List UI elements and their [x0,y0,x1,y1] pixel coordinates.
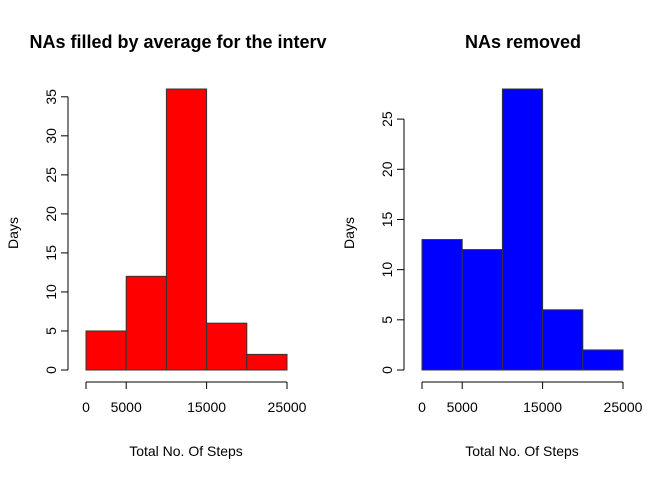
panel-na-filled: NAs filled by average for the interv Tot… [5,32,327,459]
x-axis: 0 5000 15000 25000 [418,381,643,415]
histogram-bar [421,239,463,371]
y-tick-label: 35 [43,89,59,105]
histogram-bar [125,275,167,371]
y-axis: 0 5 10 15 20 25 [379,111,405,374]
y-tick-label: 0 [379,366,395,374]
y-tick-label: 15 [43,245,59,261]
y-tick-label: 20 [43,206,59,222]
histogram-bar [246,353,288,371]
y-tick-label: 5 [379,316,395,324]
chart-title: NAs removed [465,32,581,52]
y-tick-label: 0 [43,366,59,374]
x-tick-label: 15000 [187,399,226,415]
y-axis-label: Days [5,217,21,249]
y-tick-label: 25 [43,167,59,183]
bar-group [85,88,288,371]
x-tick-label: 15000 [523,399,562,415]
x-axis-label: Total No. Of Steps [465,443,579,459]
x-tick-label: 5000 [447,399,478,415]
x-tick-label: 5000 [111,399,142,415]
y-tick-label: 15 [379,211,395,227]
x-axis: 0 5000 15000 25000 [82,381,307,415]
histogram-bar [165,88,208,371]
x-axis-label: Total No. Of Steps [129,443,243,459]
histogram-bar [542,309,584,371]
x-tick-label: 25000 [604,399,643,415]
y-tick-label: 25 [379,111,395,127]
x-tick-label: 0 [418,399,426,415]
y-tick-label: 30 [43,128,59,144]
histogram-bar [461,249,503,371]
histogram-bar [582,349,624,371]
x-tick-label: 25000 [268,399,307,415]
histogram-bar [501,88,544,371]
x-tick-label: 0 [82,399,90,415]
histogram-bar [85,330,127,371]
y-axis: 0 5 10 15 20 25 30 35 [43,89,69,374]
y-tick-label: 10 [379,262,395,278]
y-tick-label: 5 [43,327,59,335]
chart-title: NAs filled by average for the interv [29,32,326,52]
y-tick-label: 10 [43,284,59,300]
panel-na-removed: NAs removed Total No. Of Steps Days 0 5 10… [341,32,643,459]
y-tick-label: 20 [379,161,395,177]
y-axis-label: Days [341,217,357,249]
bar-group [421,88,624,371]
histogram-bar [206,322,248,371]
